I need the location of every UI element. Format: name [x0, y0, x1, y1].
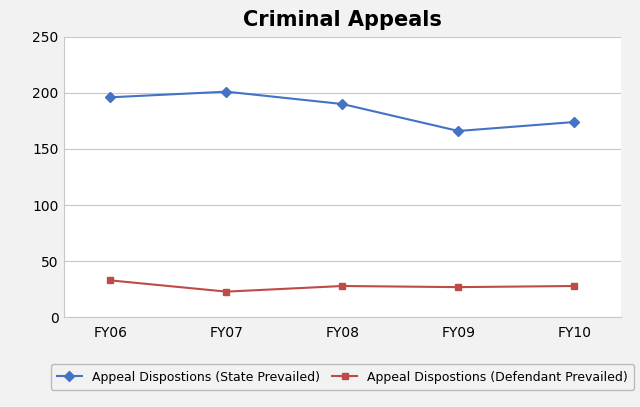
Appeal Dispostions (Defendant Prevailed) — [454, 284, 462, 289]
Legend: Appeal Dispostions (State Prevailed), Appeal Dispostions (Defendant Prevailed): Appeal Dispostions (State Prevailed), Ap… — [51, 364, 634, 390]
Title: Criminal Appeals: Criminal Appeals — [243, 9, 442, 30]
Appeal Dispostions (Defendant Prevailed) — [571, 284, 579, 289]
Appeal Dispostions (State Prevailed) — [339, 102, 346, 107]
Appeal Dispostions (State Prevailed) — [571, 120, 579, 125]
Appeal Dispostions (State Prevailed) — [106, 95, 114, 100]
Line: Appeal Dispostions (State Prevailed): Appeal Dispostions (State Prevailed) — [107, 88, 578, 134]
Line: Appeal Dispostions (Defendant Prevailed): Appeal Dispostions (Defendant Prevailed) — [107, 277, 578, 295]
Appeal Dispostions (Defendant Prevailed) — [223, 289, 230, 294]
Appeal Dispostions (Defendant Prevailed) — [106, 278, 114, 283]
Appeal Dispostions (State Prevailed) — [223, 89, 230, 94]
Appeal Dispostions (Defendant Prevailed) — [339, 284, 346, 289]
Appeal Dispostions (State Prevailed) — [454, 129, 462, 133]
